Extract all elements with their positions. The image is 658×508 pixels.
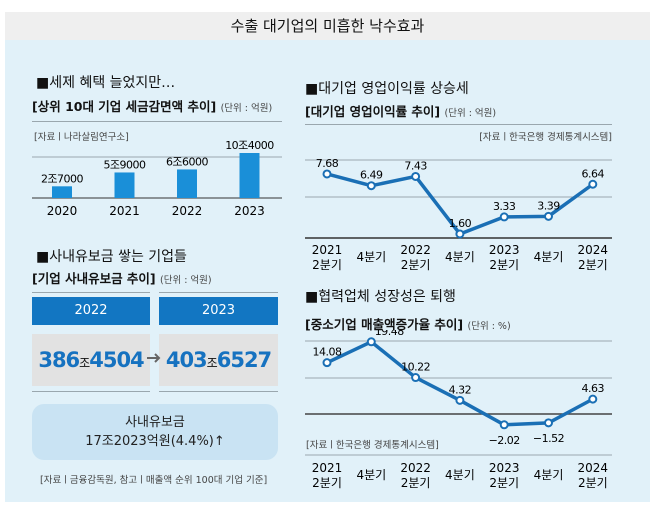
x-tick-label: 2023 (489, 243, 520, 257)
data-label: 14.08 (313, 346, 342, 359)
data-point (588, 394, 598, 404)
bar-title-text: [상위 10대 기업 세금감면액 추이] (32, 99, 217, 114)
data-point (499, 420, 509, 430)
x-tick-label: 2022 (400, 461, 431, 475)
data-label: 7.43 (404, 159, 427, 172)
arrow-right-icon (147, 353, 161, 363)
line1-title: [대기업 영업이익률 추이] (단위 : 억원) (305, 104, 497, 119)
x-tick-label: 4분기 (356, 250, 386, 264)
x-tick-label: 2분기 (489, 258, 519, 272)
bar-2020 (52, 186, 72, 198)
data-label: 19.48 (375, 330, 404, 338)
bar-2023 (239, 153, 260, 198)
reserves-source: [자료ㅣ금융감독원, 참고ㅣ매출액 순위 100대 기업 기준] (40, 475, 268, 486)
bar-heading: ■세제 혜택 늘었지만… (36, 75, 176, 91)
line1-source: [자료ㅣ한국은행 경제통계시스템] (479, 132, 612, 143)
line-chart-operating-margin: 7.6820212분기6.494분기7.4320222분기1.604분기3.33… (305, 157, 612, 272)
reserves-title-text: [기업 사내유보금 추이] (32, 271, 156, 286)
x-tick-label: 2분기 (578, 258, 608, 272)
x-tick-label: 2022 (172, 204, 203, 218)
x-tick-label: 4분기 (534, 250, 564, 264)
x-tick-label: 4분기 (534, 468, 564, 482)
x-tick-label: 2020 (47, 204, 78, 218)
x-tick-label: 2021 (109, 204, 140, 218)
data-point (544, 211, 553, 221)
data-label: 3.33 (493, 200, 516, 213)
bar-label: 2조7000 (41, 172, 84, 185)
x-tick-label: 2분기 (489, 476, 519, 490)
reserves-title: [기업 사내유보금 추이] (단위 : 억원) (32, 268, 212, 287)
x-tick-label: 2분기 (312, 258, 342, 272)
year-header-2022: 2022 (32, 297, 150, 325)
line-chart-sales-growth: 14.0820212분기19.484분기10.2220222분기4.324분기−… (305, 330, 612, 490)
year-header-2023: 2023 (159, 297, 278, 325)
reserves-value-2023: 403조6527 (159, 334, 278, 386)
bar-2021 (114, 172, 135, 198)
reserves-value-2022: 386조4504 (32, 334, 150, 386)
data-point (322, 169, 332, 179)
data-point (499, 212, 509, 222)
data-point (544, 418, 553, 428)
bar-label: 6조6000 (166, 155, 209, 168)
bar-label: 5조9000 (103, 158, 146, 171)
line1-heading: ■대기업 영업이익률 상승세 (305, 81, 469, 97)
data-point (411, 373, 421, 383)
bar-unit: (단위 : 억원) (220, 103, 273, 114)
data-point (322, 358, 332, 368)
data-point (455, 229, 465, 239)
x-tick-label: 2023 (234, 204, 265, 218)
data-label: 7.68 (316, 157, 339, 170)
bar-2022 (177, 169, 197, 198)
x-tick-label: 4분기 (445, 468, 475, 482)
line2-heading: ■협력업체 성장성은 퇴행 (305, 289, 456, 305)
x-tick-label: 2024 (578, 461, 609, 475)
x-tick-label: 2분기 (312, 476, 342, 490)
data-label: 6.64 (582, 167, 605, 180)
line2-title: [중소기업 매출액증가율 추이] (단위 : %) (305, 317, 511, 332)
divider (32, 121, 282, 122)
x-tick-label: 2022 (400, 243, 431, 257)
x-tick-label: 2021 (312, 461, 343, 475)
x-tick-label: 2021 (312, 243, 343, 257)
x-tick-label: 2023 (489, 461, 520, 475)
data-label: 6.49 (360, 169, 383, 182)
data-point (588, 179, 598, 189)
page-title: 수출 대기업의 미흡한 낙수효과 (5, 12, 650, 40)
reserves-summary: 사내유보금 17조2023억원(4.4%)↑ (32, 404, 278, 460)
bar-title: [상위 10대 기업 세금감면액 추이] (단위 : 억원) (32, 96, 272, 115)
data-label: 1.60 (449, 217, 472, 230)
line2-source: [자료ㅣ한국은행 경제통계시스템] (306, 440, 439, 451)
x-tick-label: 4분기 (445, 250, 475, 264)
data-label: −1.52 (533, 432, 564, 445)
bar-chart: 2조7000 2020 5조9000 2021 6조6000 2022 10조4000 202… (32, 140, 282, 218)
data-label: 4.32 (449, 383, 472, 396)
data-point (366, 181, 376, 191)
bar-label: 10조4000 (225, 140, 274, 152)
data-label: −2.02 (489, 434, 520, 447)
data-point (411, 171, 421, 181)
x-tick-label: 2분기 (401, 476, 431, 490)
data-label: 10.22 (401, 361, 430, 374)
x-tick-label: 2분기 (401, 258, 431, 272)
reserves-heading: ■사내유보금 쌓는 기업들 (36, 249, 187, 265)
x-tick-label: 2분기 (578, 476, 608, 490)
data-label: 4.63 (582, 382, 605, 395)
data-point (366, 337, 376, 347)
data-label: 3.39 (537, 199, 560, 212)
data-point (455, 395, 465, 405)
x-tick-label: 4분기 (356, 468, 386, 482)
reserves-unit: (단위 : 억원) (160, 275, 212, 286)
bar-source: [자료ㅣ나라살림연구소] (34, 132, 129, 143)
x-tick-label: 2024 (578, 243, 609, 257)
